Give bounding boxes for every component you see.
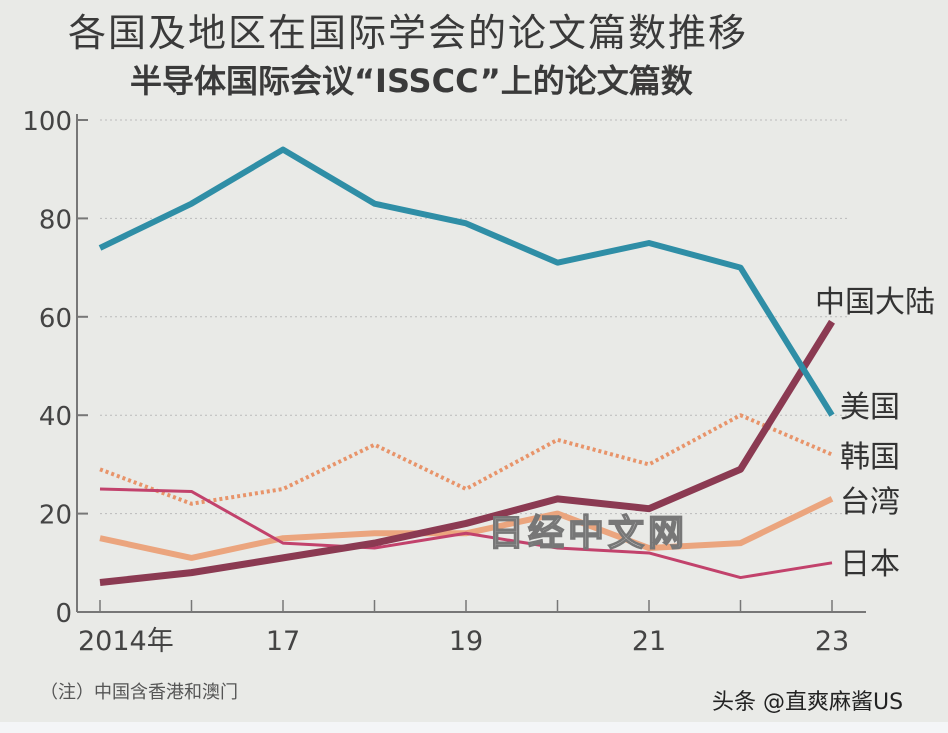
- y-tick-label: 20: [39, 501, 72, 531]
- x-tick-label: 2014年: [78, 626, 174, 657]
- series-line-1: [99, 413, 833, 506]
- x-tick-label: 23: [815, 626, 849, 657]
- y-tick-label: 100: [22, 107, 72, 137]
- chart-note: （注）中国含香港和澳门: [40, 682, 238, 703]
- series-label: 日本: [840, 547, 900, 582]
- series-label: 韩国: [840, 440, 900, 475]
- series-line-2: [99, 496, 834, 561]
- series-line-0: [98, 146, 835, 417]
- x-tick-label: 21: [632, 626, 666, 657]
- credit-watermark: 头条 @直爽麻酱US: [712, 690, 904, 715]
- y-tick-label: 80: [39, 205, 72, 235]
- watermark: 日经中文网: [488, 513, 688, 554]
- y-tick-label: 0: [55, 599, 72, 629]
- series-label: 台湾: [840, 485, 900, 520]
- bottom-bar: [0, 722, 948, 733]
- series-label: 美国: [840, 390, 900, 425]
- y-tick-label: 40: [39, 402, 72, 432]
- y-tick-label: 60: [39, 304, 72, 334]
- x-tick-label: 19: [449, 626, 483, 657]
- series-label: 中国大陆: [815, 285, 935, 320]
- chart-title: 各国及地区在国际学会的论文篇数推移: [68, 11, 749, 55]
- chart-subtitle: 半导体国际会议“ISSCC”上的论文篇数: [130, 62, 693, 100]
- x-tick-label: 17: [266, 626, 300, 657]
